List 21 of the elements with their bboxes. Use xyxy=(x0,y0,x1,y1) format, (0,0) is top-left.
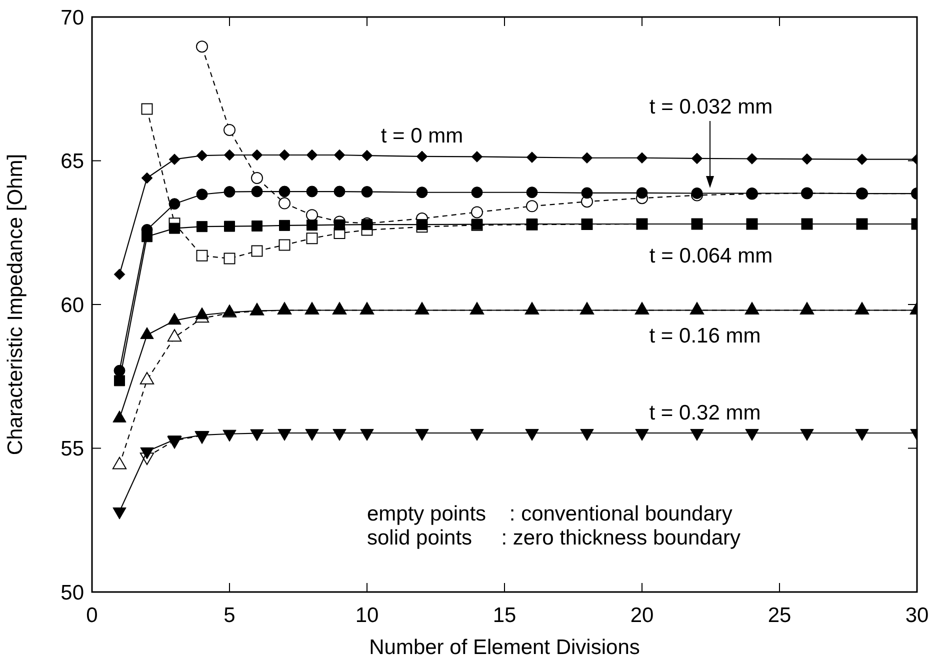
y-axis-title: Characteristic Impedance [Ohm] xyxy=(4,154,27,456)
x-axis-title: Number of Element Divisions xyxy=(369,636,640,659)
annotation: t = 0.064 mm xyxy=(649,244,773,268)
annotation: t = 0 mm xyxy=(380,124,464,148)
annotation: empty points : conventional boundary xyxy=(367,502,733,526)
x-tick-label: 25 xyxy=(768,604,792,627)
annotation: t = 0.032 mm xyxy=(649,95,773,118)
y-tick-label: 65 xyxy=(60,150,84,174)
x-tick-label: 10 xyxy=(355,604,379,627)
annotation: t = 0.16 mm xyxy=(649,324,761,348)
annotation: t = 0.32 mm xyxy=(649,401,761,424)
y-tick-label: 60 xyxy=(60,294,84,317)
x-tick-label: 5 xyxy=(224,604,236,627)
y-tick-label: 55 xyxy=(60,438,84,461)
annotation: solid points : zero thickness boundary xyxy=(367,526,742,550)
x-tick-label: 15 xyxy=(492,604,516,627)
x-tick-label: 0 xyxy=(86,604,98,627)
y-tick-label: 70 xyxy=(60,6,84,30)
x-tick-label: 30 xyxy=(905,604,929,627)
y-tick-label: 50 xyxy=(60,581,84,604)
x-tick-label: 20 xyxy=(630,604,654,627)
